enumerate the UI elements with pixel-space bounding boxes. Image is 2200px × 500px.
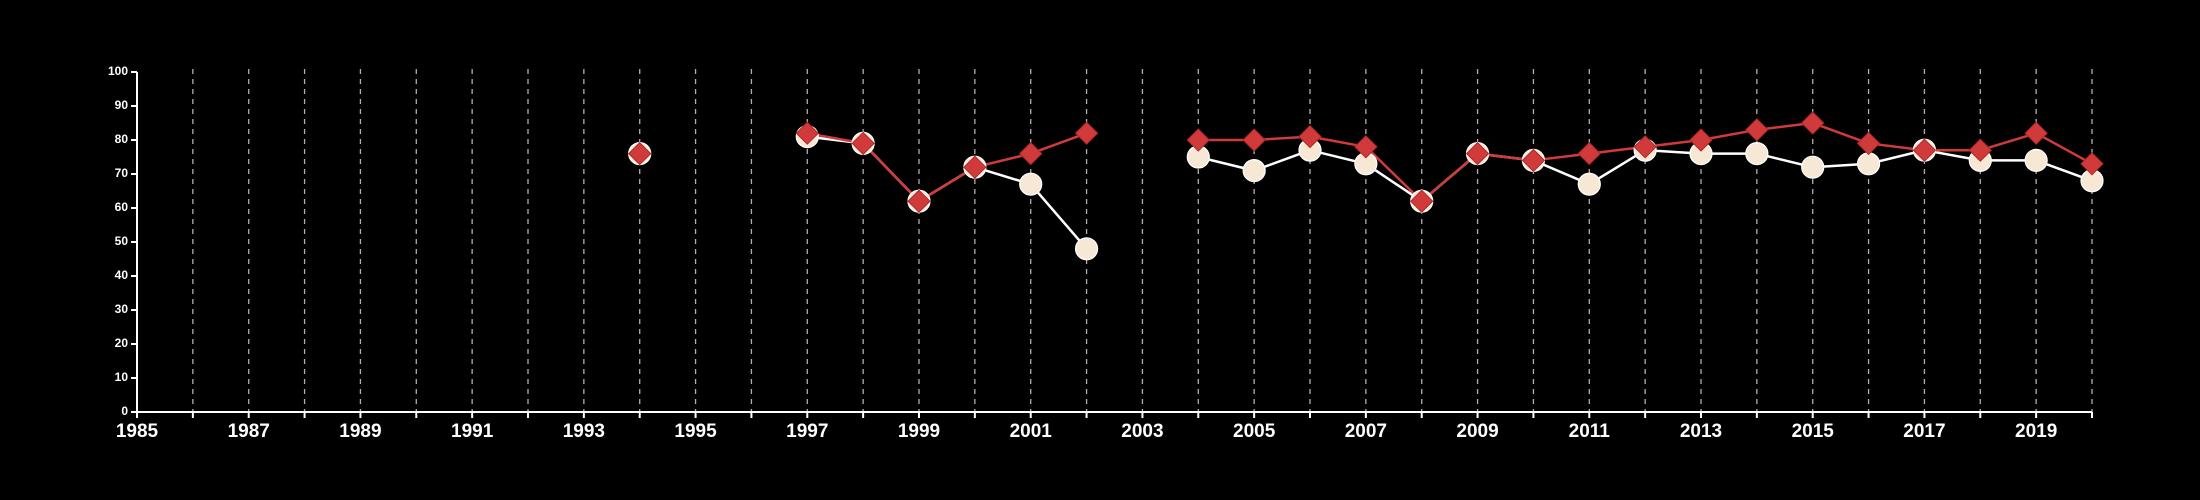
series-1-point: [1801, 155, 1825, 179]
series-2-point: [1689, 128, 1713, 152]
series-1-point: [1074, 237, 1099, 261]
series-2-point: [907, 189, 931, 213]
series-2-point: [1633, 135, 1657, 159]
x-tick-label: 2019: [2015, 421, 2057, 442]
series-2-point: [1856, 131, 1881, 156]
x-tick-label: 1993: [563, 421, 605, 442]
series-markers: [628, 111, 2104, 261]
series-2-point: [1410, 189, 1434, 213]
y-tick-label: 10: [115, 370, 129, 384]
series-2-point: [1801, 111, 1825, 135]
y-tick-label: 20: [115, 336, 129, 350]
x-tick-label: 2017: [1903, 421, 1945, 442]
axes: 1985 1987 1989 1991 1993 1995 1997 1999 2001 2003…: [108, 64, 2093, 442]
x-tick-label: 2015: [1792, 421, 1835, 442]
x-tick-label: 1991: [451, 421, 494, 442]
series-2-point: [2024, 121, 2048, 145]
series-2-point: [1298, 124, 1322, 149]
x-tick-label: 2011: [1569, 421, 1611, 442]
x-tick-label: 1999: [898, 421, 940, 442]
y-tick-label: 100: [108, 64, 128, 78]
series-2-point: [795, 121, 819, 145]
series-2-point: [1354, 135, 1378, 159]
series-2-point: [1745, 118, 1769, 142]
series-2-point: [1242, 128, 1266, 152]
x-tick-label: 2005: [1233, 421, 1276, 442]
series-1-point: [1242, 159, 1266, 183]
series-2-point: [2080, 152, 2104, 176]
x-tick-label: 2009: [1456, 421, 1498, 442]
series-2-point: [628, 141, 652, 166]
x-tick-label: 1985: [116, 421, 159, 442]
series-2-point: [851, 131, 875, 156]
series-2-point: [1577, 141, 1601, 166]
x-tick-label: 1989: [339, 421, 381, 442]
series-1-point: [2024, 148, 2048, 172]
series-2-point: [1521, 148, 1546, 173]
x-tick-label: 1987: [228, 421, 270, 442]
series-1-point: [1856, 152, 1881, 176]
y-tick-label: 70: [115, 166, 129, 180]
series-1-point: [1745, 142, 1769, 166]
series-2-point: [963, 155, 987, 179]
series-2-point: [1968, 138, 1992, 162]
y-tick-label: 40: [115, 268, 129, 282]
x-tick-label: 2003: [1121, 421, 1163, 442]
x-tick-label: 2013: [1680, 421, 1722, 442]
x-tick-label: 1997: [786, 421, 828, 442]
y-tick-label: 30: [115, 302, 129, 316]
series-2-point: [1912, 138, 1937, 162]
series-2-point: [1186, 128, 1210, 152]
y-tick-label: 60: [115, 200, 129, 214]
y-tick-label: 0: [121, 404, 128, 418]
series-2-point: [1074, 121, 1099, 145]
y-tick-label: 50: [115, 234, 129, 248]
y-tick-label: 90: [115, 98, 129, 112]
series-1-point: [1019, 172, 1043, 196]
series-2-point: [1465, 141, 1490, 166]
series-2-point: [1019, 141, 1043, 166]
series-1-point: [1577, 172, 1601, 196]
x-tick-label: 2007: [1345, 421, 1387, 442]
y-tick-label: 80: [115, 132, 129, 146]
x-tick-label: 1995: [674, 421, 717, 442]
x-tick-label: 2001: [1010, 421, 1053, 442]
